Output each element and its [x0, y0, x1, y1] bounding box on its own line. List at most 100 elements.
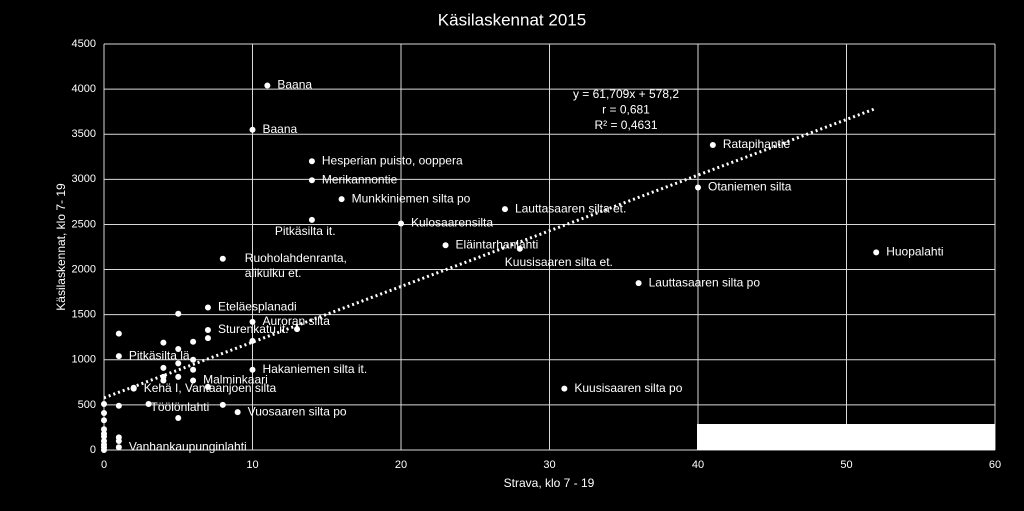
x-tick-label: 20 [395, 459, 407, 471]
point-label: Otaniemen silta [708, 180, 792, 194]
y-tick-label: 2000 [72, 263, 96, 275]
point-label: Auroran silta [263, 314, 331, 328]
point [294, 326, 301, 333]
point [873, 249, 880, 256]
point-label: Merikannontie [322, 172, 398, 186]
annotation: y = 61,709x + 578,2 [573, 87, 679, 101]
point [175, 414, 182, 421]
point-label: Lauttasaaren silta et. [515, 201, 626, 215]
point [101, 400, 107, 407]
cover-box [697, 424, 995, 450]
point-label: Kuusisaaren silta et. [505, 255, 613, 269]
point [234, 409, 241, 416]
y-tick-label: 1500 [72, 309, 96, 321]
point-label: Malminkaari [203, 373, 268, 387]
point [249, 318, 256, 325]
point-label: Ratapihantie [723, 137, 791, 151]
point [709, 142, 716, 149]
x-axis-label: Strava, klo 7 - 19 [504, 476, 595, 490]
point [190, 356, 197, 363]
x-tick-label: 0 [101, 459, 107, 471]
x-tick-label: 50 [840, 459, 852, 471]
x-tick-label: 60 [989, 459, 1001, 471]
point [219, 255, 226, 262]
point-label: Ruoholahdenranta, [245, 251, 347, 265]
point-label: Baana [277, 78, 312, 92]
point [160, 377, 167, 384]
annotation: R² = 0,4631 [594, 118, 657, 132]
point-label: Eteläesplanadi [218, 300, 297, 314]
point [308, 177, 315, 184]
point-label: Kulosaarensilta [411, 216, 493, 230]
point-label: Lauttasaaren silta po [649, 275, 761, 289]
point [160, 339, 167, 346]
chart-title: Käsilaskennat 2015 [438, 10, 586, 29]
point-label: Kuusisaaren silta po [574, 381, 682, 395]
y-tick-label: 3000 [72, 173, 96, 185]
point [516, 245, 523, 252]
point [442, 242, 449, 249]
point-label: Hesperian puisto, ooppera [322, 153, 463, 167]
point [249, 366, 256, 373]
point [115, 402, 122, 409]
point [175, 345, 182, 352]
point [101, 447, 107, 453]
point-label: alikulku et. [245, 266, 302, 280]
point [695, 184, 701, 191]
y-tick-label: 2500 [72, 218, 96, 230]
point-label: Baana [263, 122, 298, 136]
point [204, 335, 211, 342]
point [115, 437, 122, 444]
point [175, 373, 182, 380]
point [101, 433, 107, 440]
point [398, 220, 404, 227]
point [115, 353, 122, 360]
point-label: Munkkiniemen silta po [352, 191, 471, 205]
point [249, 337, 256, 344]
point-label: Töölönlahti [151, 400, 210, 414]
x-tick-label: 40 [692, 459, 704, 471]
point [249, 126, 256, 133]
y-tick-label: 4500 [72, 38, 96, 50]
point [160, 364, 167, 371]
y-tick-label: 0 [90, 444, 96, 456]
y-tick-label: 1000 [72, 354, 96, 366]
point [190, 338, 197, 345]
point-label: Vuosaaren silta po [248, 404, 347, 418]
point [308, 216, 315, 223]
point-label: Sturenkatu it. [218, 322, 289, 336]
point [130, 384, 137, 391]
point [190, 366, 197, 373]
point [115, 330, 122, 337]
point [115, 444, 122, 451]
point [204, 327, 211, 334]
y-tick-label: 500 [78, 399, 96, 411]
point [101, 410, 107, 417]
point [561, 385, 568, 392]
y-tick-label: 3500 [72, 128, 96, 140]
point-label: Pitkäsilta it. [275, 224, 336, 238]
point [501, 206, 508, 213]
point [338, 196, 345, 203]
x-tick-label: 30 [543, 459, 555, 471]
point [175, 360, 182, 367]
point-label: Hakaniemen silta it. [263, 362, 368, 376]
point [145, 400, 152, 407]
annotation: r = 0,681 [602, 103, 650, 117]
y-axis-label: Käsilaskennat, klo 7- 19 [54, 183, 68, 311]
point [635, 280, 642, 287]
point-label: Vanhankaupunginlahti [129, 439, 247, 453]
point [219, 401, 226, 408]
point [264, 82, 271, 89]
point [204, 383, 211, 390]
point [308, 158, 315, 165]
point [175, 310, 182, 317]
y-tick-label: 4000 [72, 83, 96, 95]
point-label: Eläintarhanlahti [456, 237, 539, 251]
x-tick-label: 10 [246, 459, 258, 471]
point-label: Pitkäsilta lä [129, 348, 190, 362]
point [190, 377, 197, 384]
point [204, 304, 211, 311]
point [101, 426, 107, 433]
